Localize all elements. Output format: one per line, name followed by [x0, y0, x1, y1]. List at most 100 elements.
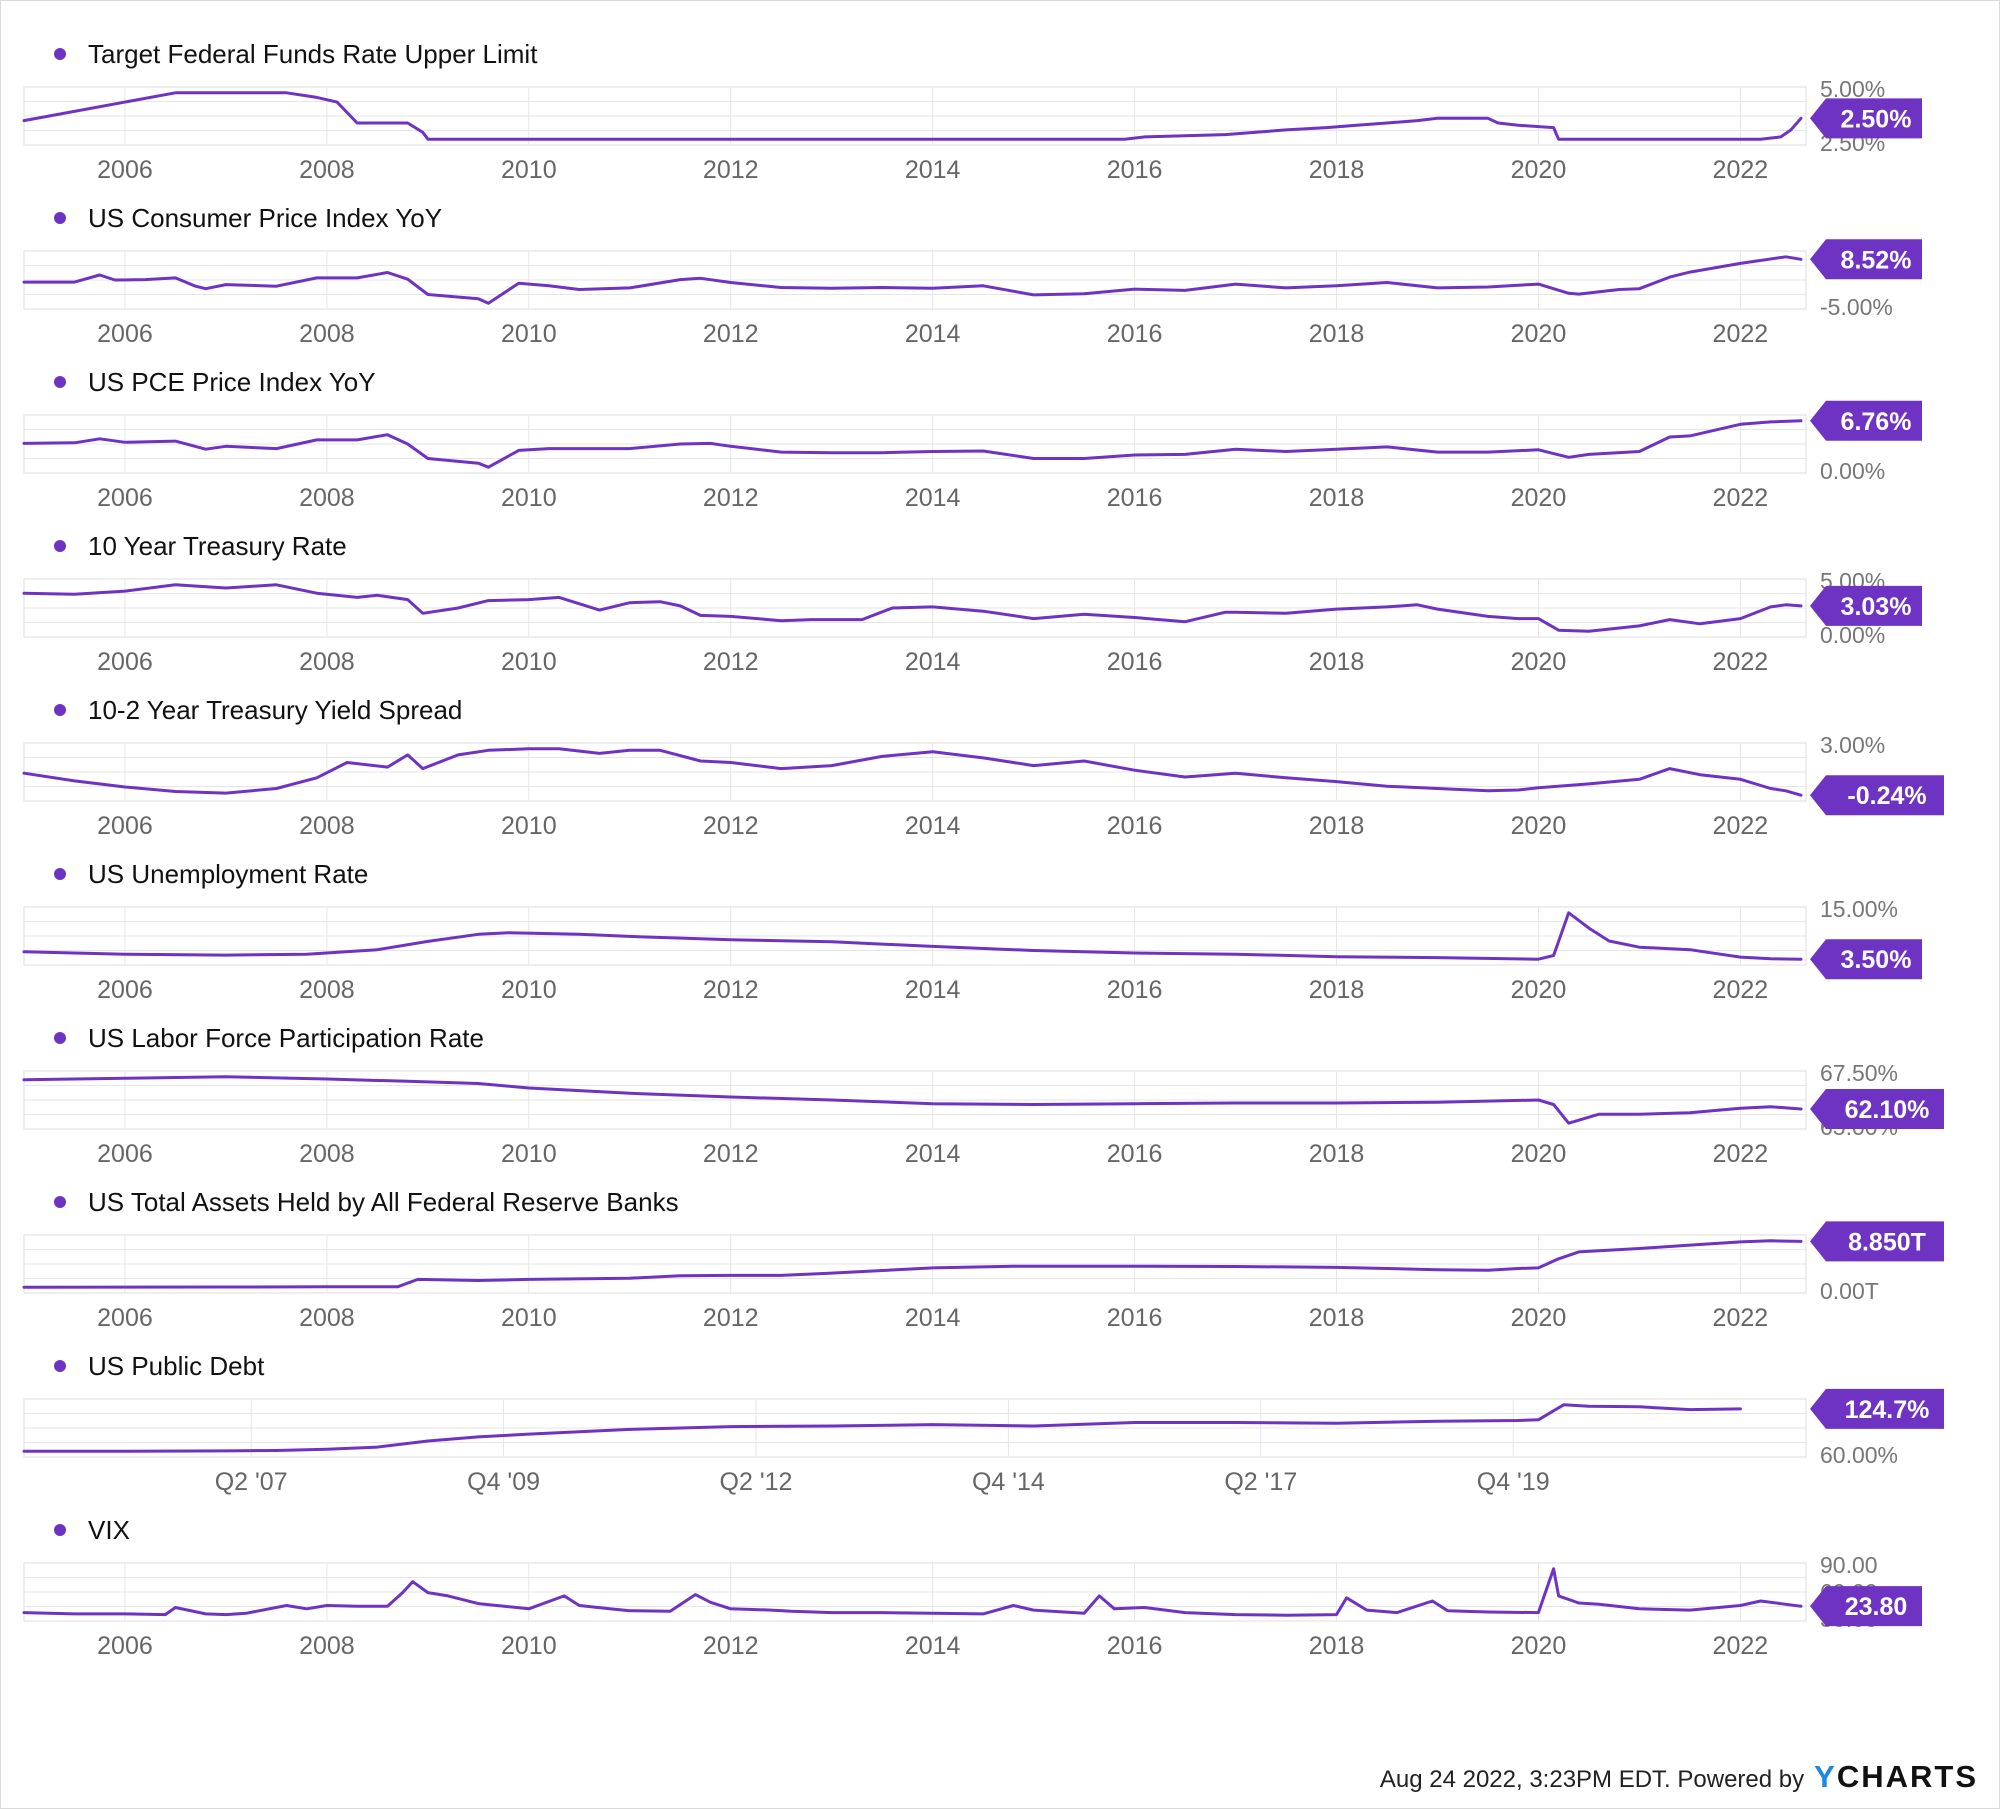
chart-title: US Total Assets Held by All Federal Rese… [88, 1187, 679, 1217]
legend-dot [54, 1524, 66, 1536]
x-tick-label: 2008 [299, 484, 355, 512]
x-tick-label: 2006 [97, 156, 153, 184]
x-tick-label: 2012 [703, 1632, 759, 1660]
legend-dot [54, 704, 66, 716]
x-tick-label: 2012 [703, 976, 759, 1004]
current-value-label: 62.10% [1845, 1096, 1930, 1124]
chart-title: US PCE Price Index YoY [88, 367, 376, 397]
series-line [22, 1075, 1803, 1125]
x-tick-label: 2008 [299, 812, 355, 840]
chart-title: 10 Year Treasury Rate [88, 531, 347, 561]
x-tick-label: 2018 [1309, 1140, 1365, 1168]
x-tick-label: 2016 [1107, 1140, 1163, 1168]
x-tick-label: 2010 [501, 648, 557, 676]
ycharts-logo-text: CHARTS [1836, 1759, 1978, 1794]
chart-panel-4: 10 Year Treasury Rate 2006 2008 2010 2012 201… [22, 531, 1922, 676]
chart-panel-6: US Unemployment Rate 2006 2008 2010 2012 2014… [22, 859, 1922, 1004]
x-tick-label: 2014 [905, 484, 961, 512]
legend-dot [54, 1360, 66, 1372]
current-value-label: 124.7% [1845, 1396, 1930, 1424]
x-tick-label: 2014 [905, 1304, 961, 1332]
x-tick-label: 2014 [905, 320, 961, 348]
current-value-label: 8.52% [1841, 246, 1912, 274]
x-tick-label: 2020 [1511, 156, 1567, 184]
x-tick-label: 2008 [299, 156, 355, 184]
x-tick-label: 2022 [1713, 1304, 1769, 1332]
series-line [22, 91, 1803, 141]
x-tick-label: 2012 [703, 320, 759, 348]
x-tick-label: 2020 [1511, 1304, 1567, 1332]
x-tick-label: 2022 [1713, 484, 1769, 512]
series-line [22, 747, 1803, 797]
x-tick-label: 2016 [1107, 1632, 1163, 1660]
current-value-badge [1810, 98, 1922, 139]
ycharts-logo[interactable]: YCHARTS [1814, 1759, 1978, 1795]
x-tick-label: 2008 [299, 1304, 355, 1332]
x-tick-label: 2020 [1511, 320, 1567, 348]
x-tick-label: 2008 [299, 976, 355, 1004]
footer-timestamp: Aug 24 2022, 3:23PM EDT. Powered by [1379, 1766, 1805, 1793]
x-tick-label: 2018 [1309, 484, 1365, 512]
chart-panel-9: US Public Debt Q2 '07 Q4 '09 Q2 '12 Q4 '14 Q2… [22, 1351, 1944, 1496]
series-line [22, 1239, 1803, 1289]
y-tick-label: 0.00T [1820, 1278, 1879, 1304]
x-tick-label: 2022 [1713, 648, 1769, 676]
y-tick-label: 0.00% [1820, 458, 1885, 484]
x-tick-label: 2006 [97, 1140, 153, 1168]
ycharts-logo-y: Y [1814, 1759, 1837, 1794]
legend-dot [54, 868, 66, 880]
chart-panel-7: US Labor Force Participation Rate 2006 200… [22, 1023, 1944, 1168]
current-value-label: 23.80 [1845, 1593, 1908, 1621]
current-value-badge [1810, 400, 1922, 441]
x-tick-label: 2010 [501, 484, 557, 512]
x-tick-label: 2008 [299, 320, 355, 348]
current-value-badge [1810, 775, 1944, 816]
current-value-label: 3.03% [1841, 593, 1912, 621]
x-tick-label: 2006 [97, 812, 153, 840]
x-tick-label: 2020 [1511, 484, 1567, 512]
current-value-label: 6.76% [1841, 408, 1912, 436]
series-line [22, 911, 1803, 961]
legend-dot [54, 540, 66, 552]
x-tick-label: 2020 [1511, 648, 1567, 676]
x-tick-label: 2010 [501, 1304, 557, 1332]
x-tick-label: 2018 [1309, 156, 1365, 184]
legend-dot [54, 1196, 66, 1208]
x-tick-label: 2006 [97, 648, 153, 676]
current-value-label: 3.50% [1841, 946, 1912, 974]
x-tick-label: Q2 '07 [215, 1468, 288, 1496]
y-tick-label: 15.00% [1820, 896, 1898, 922]
x-tick-label: 2016 [1107, 812, 1163, 840]
chart-title: US Labor Force Participation Rate [88, 1023, 484, 1053]
y-tick-label: 60.00% [1820, 1442, 1898, 1468]
x-tick-label: 2008 [299, 648, 355, 676]
x-tick-label: 2012 [703, 1140, 759, 1168]
series-line [22, 583, 1803, 633]
chart-panel-2: US Consumer Price Index YoY 2006 2008 2010 2… [22, 203, 1922, 348]
x-tick-label: 2020 [1511, 1632, 1567, 1660]
current-value-label: 8.850T [1848, 1228, 1926, 1256]
x-tick-label: 2014 [905, 976, 961, 1004]
y-tick-label: 67.50% [1820, 1060, 1898, 1086]
legend-dot [54, 48, 66, 60]
current-value-badge [1810, 1221, 1944, 1262]
chart-panel-10: VIX 2006 2008 2010 2012 2014 2016 2018 2020 2022 9… [22, 1515, 1922, 1660]
y-tick-label: 90.00 [1820, 1552, 1878, 1578]
x-tick-label: 2010 [501, 156, 557, 184]
x-tick-label: 2012 [703, 484, 759, 512]
x-tick-label: 2014 [905, 156, 961, 184]
x-tick-label: 2006 [97, 320, 153, 348]
y-tick-label: -5.00% [1820, 294, 1893, 320]
chart-title: US Unemployment Rate [88, 859, 368, 889]
series-line [22, 255, 1803, 305]
x-tick-label: 2018 [1309, 812, 1365, 840]
x-tick-label: 2016 [1107, 320, 1163, 348]
x-tick-label: 2014 [905, 648, 961, 676]
chart-panel-1: Target Federal Funds Rate Upper Limit 200… [22, 39, 1922, 184]
x-tick-label: 2012 [703, 648, 759, 676]
x-tick-label: 2012 [703, 156, 759, 184]
chart-title: Target Federal Funds Rate Upper Limit [88, 39, 538, 69]
current-value-badge [1810, 239, 1922, 280]
chart-title: US Consumer Price Index YoY [88, 203, 442, 233]
